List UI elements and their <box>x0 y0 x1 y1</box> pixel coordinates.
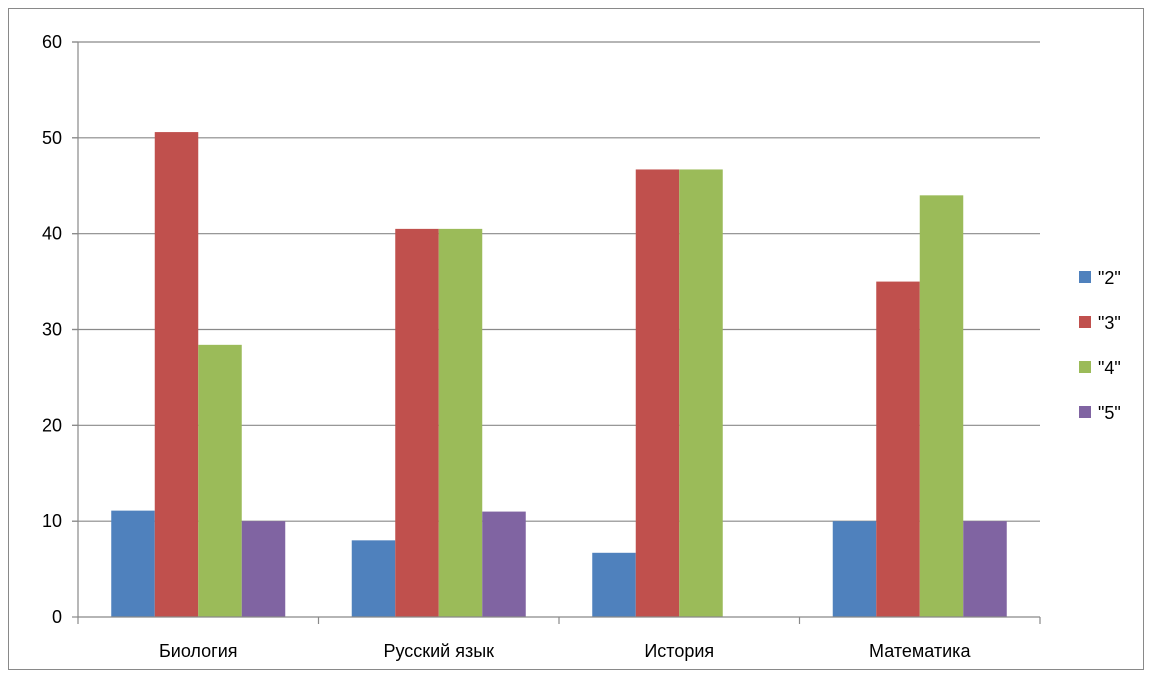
x-tick-label: Биология <box>159 641 238 661</box>
x-tick-label: Математика <box>869 641 971 661</box>
legend-label: "4" <box>1098 358 1121 378</box>
bar-математика-series-2 <box>876 281 920 617</box>
bars <box>111 132 1007 618</box>
y-tick-label: 60 <box>42 32 62 52</box>
legend-swatch <box>1079 361 1091 373</box>
y-tick-label: 0 <box>52 607 62 627</box>
bar-биология-series-3 <box>198 344 242 617</box>
x-tick-label: Русский язык <box>383 641 494 661</box>
bar-история-series-3 <box>679 169 723 618</box>
legend: "2" "3" "4" "5" <box>1079 268 1121 423</box>
legend-label: "2" <box>1098 268 1121 288</box>
legend-swatch <box>1079 406 1091 418</box>
bar-биология-series-4 <box>241 521 286 617</box>
legend-swatch <box>1079 271 1091 283</box>
y-tick-label: 20 <box>42 415 62 435</box>
bar-русский-язык-series-2 <box>395 228 439 617</box>
bar-математика-series-3 <box>919 195 964 618</box>
y-tick-label: 30 <box>42 320 62 340</box>
legend-label: "3" <box>1098 313 1121 333</box>
bar-история-series-1 <box>592 552 636 617</box>
y-tick-label: 40 <box>42 224 62 244</box>
bar-русский-язык-series-1 <box>351 540 396 617</box>
bar-математика-series-1 <box>832 521 877 617</box>
x-tick-label: История <box>644 641 714 661</box>
bar-биология-series-1 <box>111 510 155 617</box>
legend-label: "5" <box>1098 403 1121 423</box>
axes <box>72 41 1041 624</box>
y-axis-tick-labels: 0 10 20 30 40 50 60 <box>42 32 62 627</box>
x-axis-tick-labels: Биология Русский язык История Математика <box>159 641 971 661</box>
y-tick-label: 50 <box>42 128 62 148</box>
bar-биология-series-2 <box>154 132 199 618</box>
bar-история-series-2 <box>635 169 680 618</box>
bar-русский-язык-series-4 <box>482 511 526 617</box>
bar-математика-series-4 <box>963 521 1007 617</box>
legend-swatch <box>1079 316 1091 328</box>
y-tick-label: 10 <box>42 511 62 531</box>
bar-русский-язык-series-3 <box>438 228 483 617</box>
